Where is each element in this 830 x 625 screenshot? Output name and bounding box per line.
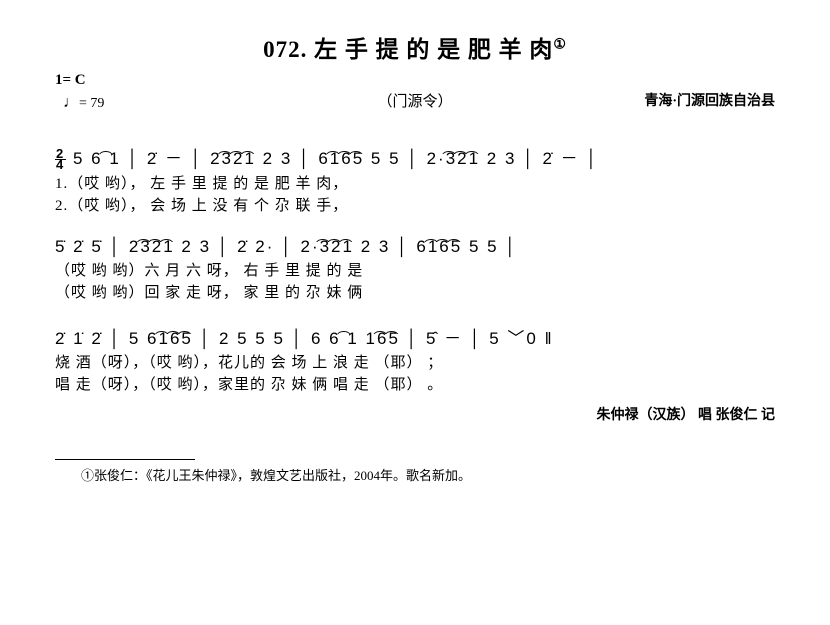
music-system: 24 5 6͡ 1 │ 2̇ － │ 2͡3͡2͡1 2 3 │ 6͡1͡6͡5… [55, 144, 775, 215]
subtitle: （门源令） [377, 90, 452, 111]
lyric-line: （哎 哟 哟）回 家 走 呀， 家 里 的 尕 妹 俩 [55, 281, 775, 302]
lyric-line: 烧 酒（呀），（哎 哟），花儿的 会 场 上 浪 走 （耶） ； [55, 351, 775, 372]
notation-line: 2̇ 1̇ 2̇ │ 5 6͡1͡6͡5 │ 2 5 5 5 │ 6 6͡ 1 … [55, 324, 775, 349]
tempo: ♩= 79 [63, 94, 104, 112]
credit-line: 朱仲禄（汉族） 唱 张俊仁 记 [55, 404, 775, 424]
song-title: 072. 左 手 提 的 是 肥 羊 肉① [55, 30, 775, 64]
music-system: 5̇ 2̇ 5̇ │ 2͡3͡2͡1 2 3 │ 2̇ 2· │ 2·͡3͡2͡… [55, 237, 775, 302]
notation-line: 5̇ 2̇ 5̇ │ 2͡3͡2͡1 2 3 │ 2̇ 2· │ 2·͡3͡2͡… [55, 237, 775, 257]
origin: 青海·门源回族自治县 [644, 90, 775, 110]
lyric-line: 1.（哎 哟）， 左 手 里 提 的 是 肥 羊 肉， [55, 172, 775, 193]
lyric-line: 2.（哎 哟）， 会 场 上 没 有 个 尕 联 手， [55, 194, 775, 215]
key-signature: 1= C [55, 72, 86, 89]
tempo-value: = 79 [79, 96, 104, 111]
footnote: ①张俊仁：《花儿王朱仲禄》，敦煌文艺出版社，2004年。歌名新加。 [55, 465, 775, 484]
time-signature: 24 [55, 149, 66, 170]
lyric-line: 唱 走（呀），（哎 哟），家里的 尕 妹 俩 唱 走 （耶） 。 [55, 373, 775, 394]
notation-line: 24 5 6͡ 1 │ 2̇ － │ 2͡3͡2͡1 2 3 │ 6͡1͡6͡5… [55, 144, 775, 170]
music-system: 2̇ 1̇ 2̇ │ 5 6͡1͡6͡5 │ 2 5 5 5 │ 6 6͡ 1 … [55, 324, 775, 394]
note-icon: ♩ [63, 94, 79, 111]
footnote-separator [55, 459, 195, 460]
title-sup: ① [553, 37, 567, 52]
notes: 5 6͡ 1 │ 2̇ － │ 2͡3͡2͡1 2 3 │ 6͡1͡6͡5 5 … [73, 149, 599, 168]
title-text: 072. 左 手 提 的 是 肥 羊 肉 [263, 37, 553, 62]
meta-row: 1= C ♩= 79 （门源令） 青海·门源回族自治县 [55, 72, 775, 122]
lyric-line: （哎 哟 哟）六 月 六 呀， 右 手 里 提 的 是 [55, 259, 775, 280]
